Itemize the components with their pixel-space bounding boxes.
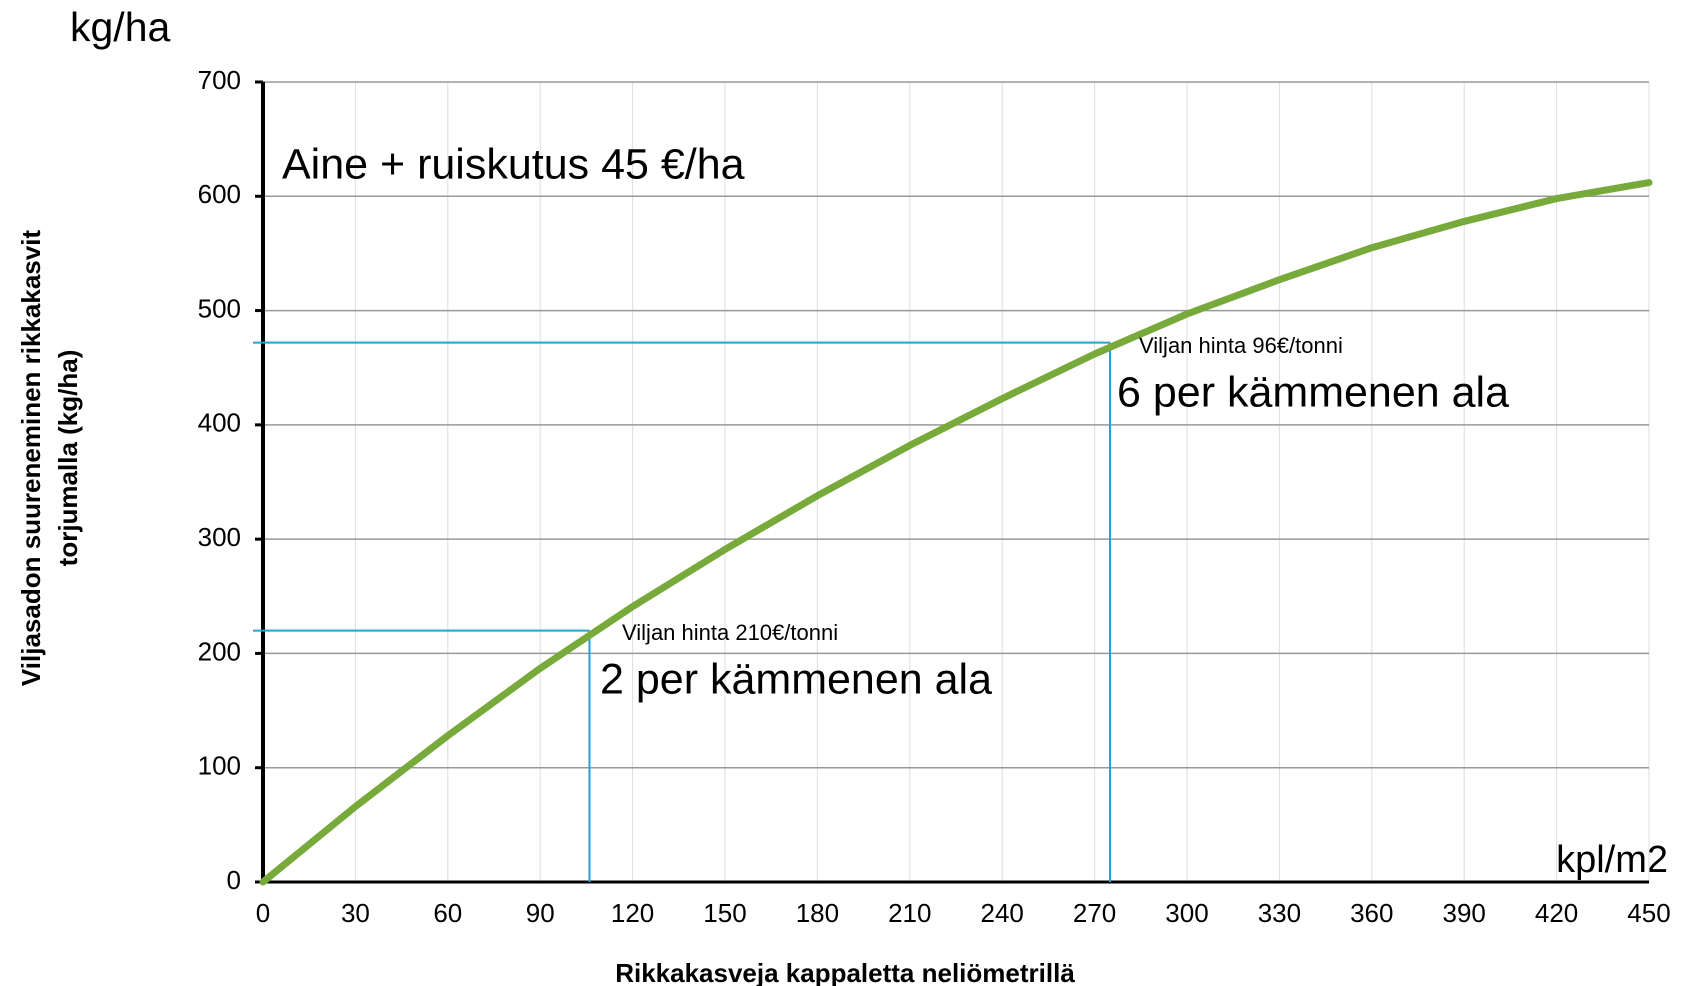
x-unit: kpl/m2	[1556, 839, 1668, 881]
annotation: 2 per kämmenen ala	[600, 655, 992, 703]
y-unit: kg/ha	[70, 4, 170, 50]
y-tick-label: 400	[198, 408, 241, 438]
y-axis-title: Viljasadon suureneminen rikkakasvit	[16, 230, 46, 687]
x-tick-label: 90	[526, 898, 555, 928]
data-line	[259, 179, 1653, 886]
x-tick-label: 120	[611, 898, 654, 928]
x-tick-label: 420	[1535, 898, 1578, 928]
x-tick-label: 180	[796, 898, 839, 928]
x-tick-label: 330	[1258, 898, 1301, 928]
x-tick-label: 240	[981, 898, 1024, 928]
x-tick-label: 60	[433, 898, 462, 928]
y-tick-label: 500	[198, 293, 241, 323]
x-tick-label: 360	[1350, 898, 1393, 928]
y-tick-label: 200	[198, 636, 241, 666]
x-tick-label: 0	[256, 898, 270, 928]
y-tick-label: 0	[227, 865, 241, 895]
x-tick-label: 450	[1627, 898, 1670, 928]
annotation: Viljan hinta 210€/tonni	[622, 620, 838, 645]
x-tick-label: 210	[888, 898, 931, 928]
y-tick-label: 100	[198, 751, 241, 781]
x-tick-label: 270	[1073, 898, 1116, 928]
x-axis-title: Rikkakasveja kappaletta neliömetrillä	[615, 958, 1075, 986]
y-tick-label: 700	[198, 65, 241, 95]
y-tick-label: 600	[198, 179, 241, 209]
x-tick-label: 390	[1443, 898, 1486, 928]
y-axis-title: torjumalla (kg/ha)	[53, 350, 83, 567]
y-tick-label: 300	[198, 522, 241, 552]
x-tick-label: 150	[703, 898, 746, 928]
annotation: Viljan hinta 96€/tonni	[1139, 333, 1343, 358]
annotation: 6 per kämmenen ala	[1117, 368, 1509, 416]
x-tick-label: 300	[1165, 898, 1208, 928]
annotation: Aine + ruiskutus 45 €/ha	[282, 140, 745, 188]
x-tick-label: 30	[341, 898, 370, 928]
